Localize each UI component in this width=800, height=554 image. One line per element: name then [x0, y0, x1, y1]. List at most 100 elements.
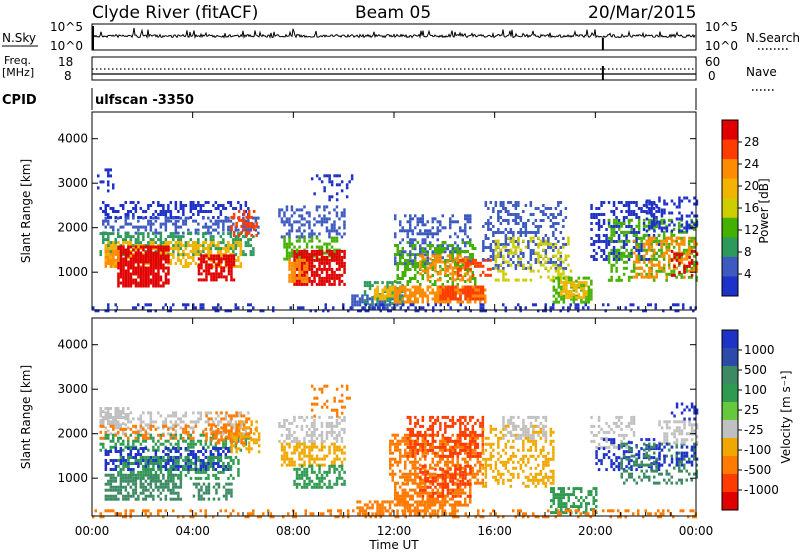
power-data-cell: [343, 232, 346, 236]
velocity-data-cell: [159, 414, 163, 418]
power-data-cell: [607, 303, 610, 307]
power-data-cell: [590, 237, 593, 240]
power-data-cell: [529, 263, 533, 267]
power-data-cell: [293, 245, 296, 249]
power-data-cell: [517, 261, 520, 264]
power-data-cell: [575, 296, 578, 300]
velocity-data-cell: [127, 420, 130, 424]
power-data-cell: [481, 264, 485, 268]
power-data-cell: [401, 294, 404, 298]
power-data-cell: [444, 291, 447, 295]
power-data-cell: [305, 276, 309, 280]
power-data-cell: [230, 278, 233, 282]
velocity-data-cell: [139, 453, 143, 456]
power-data-cell: [577, 306, 580, 310]
power-data-cell: [446, 269, 450, 273]
power-data-cell: [655, 210, 658, 213]
power-data-cell: [560, 293, 563, 297]
power-data-cell: [342, 303, 345, 307]
power-data-cell: [640, 207, 643, 210]
power-data-cell: [330, 270, 334, 274]
power-data-cell: [159, 275, 163, 279]
velocity-data-cell: [189, 426, 193, 430]
power-data-cell: [157, 284, 160, 288]
power-data-cell: [625, 239, 628, 243]
power-data-cell: [602, 252, 606, 255]
power-data-cell: [627, 218, 631, 222]
power-data-cell: [325, 220, 329, 224]
velocity-data-cell: [194, 456, 198, 459]
power-data-cell: [446, 294, 450, 298]
power-data-cell: [657, 210, 661, 213]
power-data-cell: [439, 247, 442, 250]
power-data-cell: [655, 251, 658, 255]
power-data-cell: [627, 275, 631, 279]
power-data-cell: [107, 249, 110, 253]
power-data-cell: [363, 290, 367, 294]
velocity-data-cell: [189, 461, 193, 465]
power-data-cell: [290, 276, 294, 280]
power-data-cell: [174, 216, 178, 219]
power-data-cell: [388, 291, 392, 295]
power-data-cell: [519, 252, 523, 255]
power-data-cell: [383, 294, 387, 298]
power-data-cell: [232, 244, 235, 247]
power-data-cell: [663, 251, 666, 255]
power-data-cell: [122, 238, 125, 242]
velocity-data-cell: [192, 467, 195, 471]
power-data-cell: [373, 306, 377, 310]
power-data-cell: [640, 249, 643, 252]
power-data-cell: [695, 223, 699, 227]
power-data-cell: [300, 267, 304, 271]
power-data-cell: [172, 244, 175, 248]
power-data-cell: [673, 273, 676, 277]
power-data-cell: [424, 271, 427, 274]
power-data-cell: [230, 254, 233, 258]
power-data-cell: [194, 262, 198, 265]
power-data-cell: [529, 201, 533, 204]
power-data-cell: [386, 284, 389, 288]
power-data-cell: [499, 255, 503, 258]
power-data-cell: [157, 251, 160, 255]
power-data-cell: [441, 291, 445, 295]
power-data-cell: [431, 232, 434, 236]
power-data-cell: [693, 242, 696, 246]
power-data-cell: [244, 253, 248, 257]
power-data-cell: [394, 291, 397, 295]
power-data-cell: [164, 260, 168, 264]
power-data-cell: [560, 285, 563, 289]
velocity-data-cell: [204, 465, 208, 468]
power-data-cell: [249, 250, 253, 254]
velocity-data-cell: [164, 465, 168, 468]
power-data-cell: [524, 228, 528, 231]
power-data-cell: [451, 256, 454, 259]
velocity-data-cell: [204, 470, 208, 474]
power-data-cell: [547, 237, 550, 240]
power-y-label: Slant Range [km]: [19, 159, 33, 263]
velocity-data-cell: [197, 467, 200, 471]
power-data-cell: [298, 220, 301, 224]
velocity-data-cell: [174, 456, 178, 459]
power-data-cell: [617, 227, 621, 231]
velocity-data-cell: [122, 429, 125, 433]
power-data-cell: [204, 201, 208, 204]
freq-trace: [92, 66, 696, 80]
power-data-cell: [144, 278, 148, 282]
power-data-cell: [162, 222, 165, 226]
power-data-cell: [187, 241, 190, 244]
power-data-cell: [184, 259, 188, 262]
power-data-cell: [192, 253, 195, 257]
velocity-data-cell: [117, 420, 120, 424]
power-data-cell: [404, 309, 407, 313]
power-data-cell: [295, 239, 299, 243]
power-data-cell: [444, 241, 447, 244]
velocity-data-cell: [217, 465, 220, 468]
power-data-cell: [149, 241, 153, 244]
power-data-cell: [330, 252, 334, 256]
power-data-cell: [154, 231, 158, 235]
power-data-cell: [244, 219, 248, 223]
power-data-cell: [114, 241, 117, 245]
velocity-data-cell: [249, 427, 253, 431]
velocity-data-cell: [112, 459, 115, 462]
power-data-cell: [517, 213, 520, 216]
